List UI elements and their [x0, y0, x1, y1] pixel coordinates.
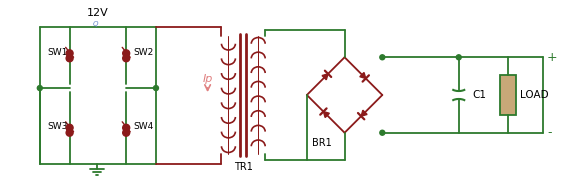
- Circle shape: [66, 129, 73, 136]
- Circle shape: [66, 55, 73, 62]
- Circle shape: [123, 124, 130, 131]
- Text: SW3: SW3: [48, 122, 68, 131]
- Text: SW4: SW4: [133, 122, 153, 131]
- Text: Ip: Ip: [203, 74, 213, 84]
- Circle shape: [123, 55, 130, 62]
- Polygon shape: [361, 110, 367, 116]
- Text: LOAD: LOAD: [520, 90, 549, 100]
- Text: BR1: BR1: [312, 138, 332, 148]
- Circle shape: [380, 55, 385, 60]
- Text: -: -: [547, 126, 552, 139]
- Circle shape: [456, 55, 461, 60]
- Text: SW2: SW2: [133, 48, 153, 57]
- Circle shape: [153, 86, 159, 91]
- Text: SW1: SW1: [48, 48, 68, 57]
- Text: Q: Q: [93, 20, 98, 27]
- Polygon shape: [360, 72, 366, 79]
- Polygon shape: [324, 112, 329, 117]
- Circle shape: [123, 129, 130, 136]
- Circle shape: [380, 130, 385, 135]
- Bar: [500, 75, 516, 115]
- Circle shape: [66, 124, 73, 131]
- Circle shape: [66, 50, 73, 57]
- Text: +: +: [547, 51, 558, 64]
- Circle shape: [38, 86, 42, 91]
- Polygon shape: [322, 74, 328, 80]
- Text: C1: C1: [473, 90, 486, 100]
- Text: TR1: TR1: [234, 162, 253, 172]
- Circle shape: [123, 50, 130, 57]
- Text: 12V: 12V: [87, 8, 108, 18]
